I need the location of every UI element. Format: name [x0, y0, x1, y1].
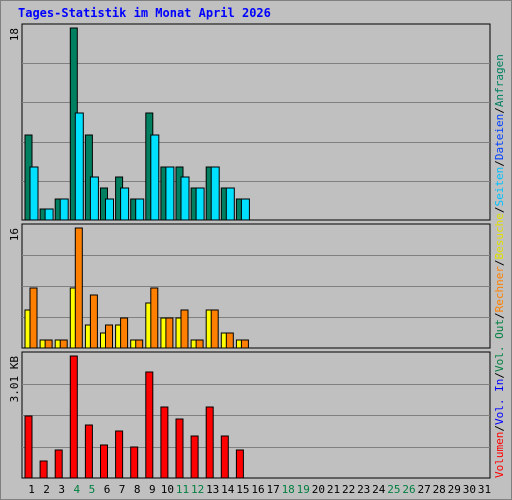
bar-rechner-6: [105, 324, 113, 349]
day-label-1: 1: [28, 483, 35, 496]
bar-rechner-14: [225, 332, 234, 349]
bar-dateien-15: [240, 198, 250, 221]
day-label-25: 25: [387, 483, 400, 496]
y-max-label: 16: [8, 228, 21, 241]
day-label-30: 30: [463, 483, 476, 496]
day-label-16: 16: [251, 483, 264, 496]
chart-panel-0: [21, 23, 491, 221]
legend-item: Dateien: [493, 114, 506, 160]
y-max-label: 3.01 KB: [8, 356, 21, 403]
legend-separator: /: [493, 107, 506, 114]
bar-dateien-12: [195, 187, 205, 221]
day-label-24: 24: [372, 483, 386, 496]
day-label-10: 10: [161, 483, 174, 496]
legend-separator: /: [493, 259, 506, 266]
bar-dateien-9: [150, 134, 160, 221]
bar-volumen-3: [54, 449, 63, 479]
bar-dateien-5: [89, 176, 99, 221]
bar-rechner-13: [210, 309, 219, 349]
bar-rechner-8: [135, 339, 144, 349]
legend-item: Seiten: [493, 167, 506, 207]
y-max-label: 18: [8, 28, 21, 41]
bar-volumen-11: [175, 418, 184, 479]
bar-rechner-4: [74, 227, 83, 349]
bar-volumen-8: [130, 446, 139, 479]
legend-separator: /: [493, 160, 506, 167]
bar-rechner-15: [240, 339, 249, 349]
day-label-6: 6: [104, 483, 111, 496]
bar-dateien-11: [180, 176, 190, 221]
bar-rechner-2: [44, 339, 53, 349]
bar-dateien-13: [210, 166, 220, 221]
day-label-29: 29: [448, 483, 461, 496]
legend-item: Rechner: [493, 266, 506, 313]
legend: Volumen/Vol. In/Vol. Out/Rechner/Besuche…: [493, 54, 506, 478]
day-label-9: 9: [149, 483, 156, 496]
bar-dateien-6: [105, 198, 114, 221]
day-label-20: 20: [312, 483, 325, 496]
legend-item: Anfragen: [493, 54, 506, 107]
legend-separator: /: [493, 372, 506, 379]
bar-volumen-9: [145, 371, 154, 479]
day-label-15: 15: [236, 483, 249, 496]
bar-volumen-5: [84, 424, 93, 479]
bar-rechner-9: [150, 287, 159, 349]
bar-volumen-12: [190, 435, 199, 479]
day-label-3: 3: [58, 483, 65, 496]
legend-item: Vol. In: [493, 379, 506, 425]
bar-rechner-11: [180, 309, 189, 349]
bar-dateien-1: [29, 166, 39, 221]
bar-dateien-7: [120, 187, 130, 221]
day-label-17: 17: [266, 483, 279, 496]
chart-title: Tages-Statistik im Monat April 2026: [18, 6, 271, 20]
legend-item: Besuche: [493, 213, 506, 259]
bar-dateien-2: [44, 208, 54, 221]
bar-volumen-10: [160, 406, 169, 479]
bar-rechner-1: [29, 287, 38, 349]
day-label-4: 4: [73, 483, 80, 496]
day-label-2: 2: [43, 483, 50, 496]
bar-volumen-14: [220, 435, 229, 479]
day-label-13: 13: [206, 483, 219, 496]
day-label-7: 7: [119, 483, 126, 496]
day-label-12: 12: [191, 483, 204, 496]
bar-volumen-4: [69, 355, 78, 479]
day-label-21: 21: [327, 483, 340, 496]
bar-dateien-3: [59, 198, 69, 221]
bar-rechner-12: [195, 339, 204, 349]
bar-dateien-14: [225, 187, 235, 221]
day-label-23: 23: [357, 483, 370, 496]
bar-rechner-7: [120, 317, 129, 349]
bar-volumen-15: [235, 449, 244, 479]
day-label-26: 26: [402, 483, 415, 496]
day-label-18: 18: [282, 483, 295, 496]
bar-rechner-5: [89, 294, 98, 349]
day-label-11: 11: [176, 483, 189, 496]
legend-separator: /: [493, 425, 506, 432]
day-label-5: 5: [89, 483, 96, 496]
day-label-8: 8: [134, 483, 141, 496]
day-label-22: 22: [342, 483, 355, 496]
legend-separator: /: [493, 206, 506, 213]
bar-rechner-10: [165, 317, 174, 349]
bar-volumen-13: [205, 406, 214, 479]
bar-volumen-7: [115, 430, 124, 479]
day-label-28: 28: [433, 483, 446, 496]
day-label-19: 19: [297, 483, 310, 496]
bar-rechner-3: [59, 339, 68, 349]
bar-dateien-8: [135, 198, 145, 221]
legend-text: Volumen/Vol. In/Vol. Out/Rechner/Besuche…: [493, 54, 506, 478]
bar-volumen-2: [39, 460, 48, 479]
day-label-27: 27: [417, 483, 430, 496]
legend-item: Volumen: [493, 432, 506, 478]
bar-dateien-4: [74, 112, 84, 221]
bar-volumen-1: [24, 415, 33, 479]
day-label-31: 31: [478, 483, 491, 496]
bar-volumen-6: [100, 444, 108, 479]
legend-separator: /: [493, 312, 506, 319]
legend-item: Vol. Out: [493, 319, 506, 372]
bar-dateien-10: [165, 166, 175, 221]
day-label-14: 14: [221, 483, 235, 496]
